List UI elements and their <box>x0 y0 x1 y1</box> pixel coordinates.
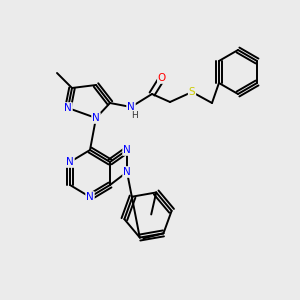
Text: H: H <box>130 112 137 121</box>
Text: N: N <box>123 167 131 177</box>
Text: N: N <box>64 103 72 113</box>
Text: N: N <box>86 192 94 202</box>
Text: S: S <box>189 87 195 97</box>
Text: N: N <box>127 102 135 112</box>
Text: N: N <box>123 145 131 155</box>
Text: O: O <box>158 73 166 83</box>
Text: N: N <box>66 157 74 167</box>
Text: N: N <box>92 113 100 123</box>
